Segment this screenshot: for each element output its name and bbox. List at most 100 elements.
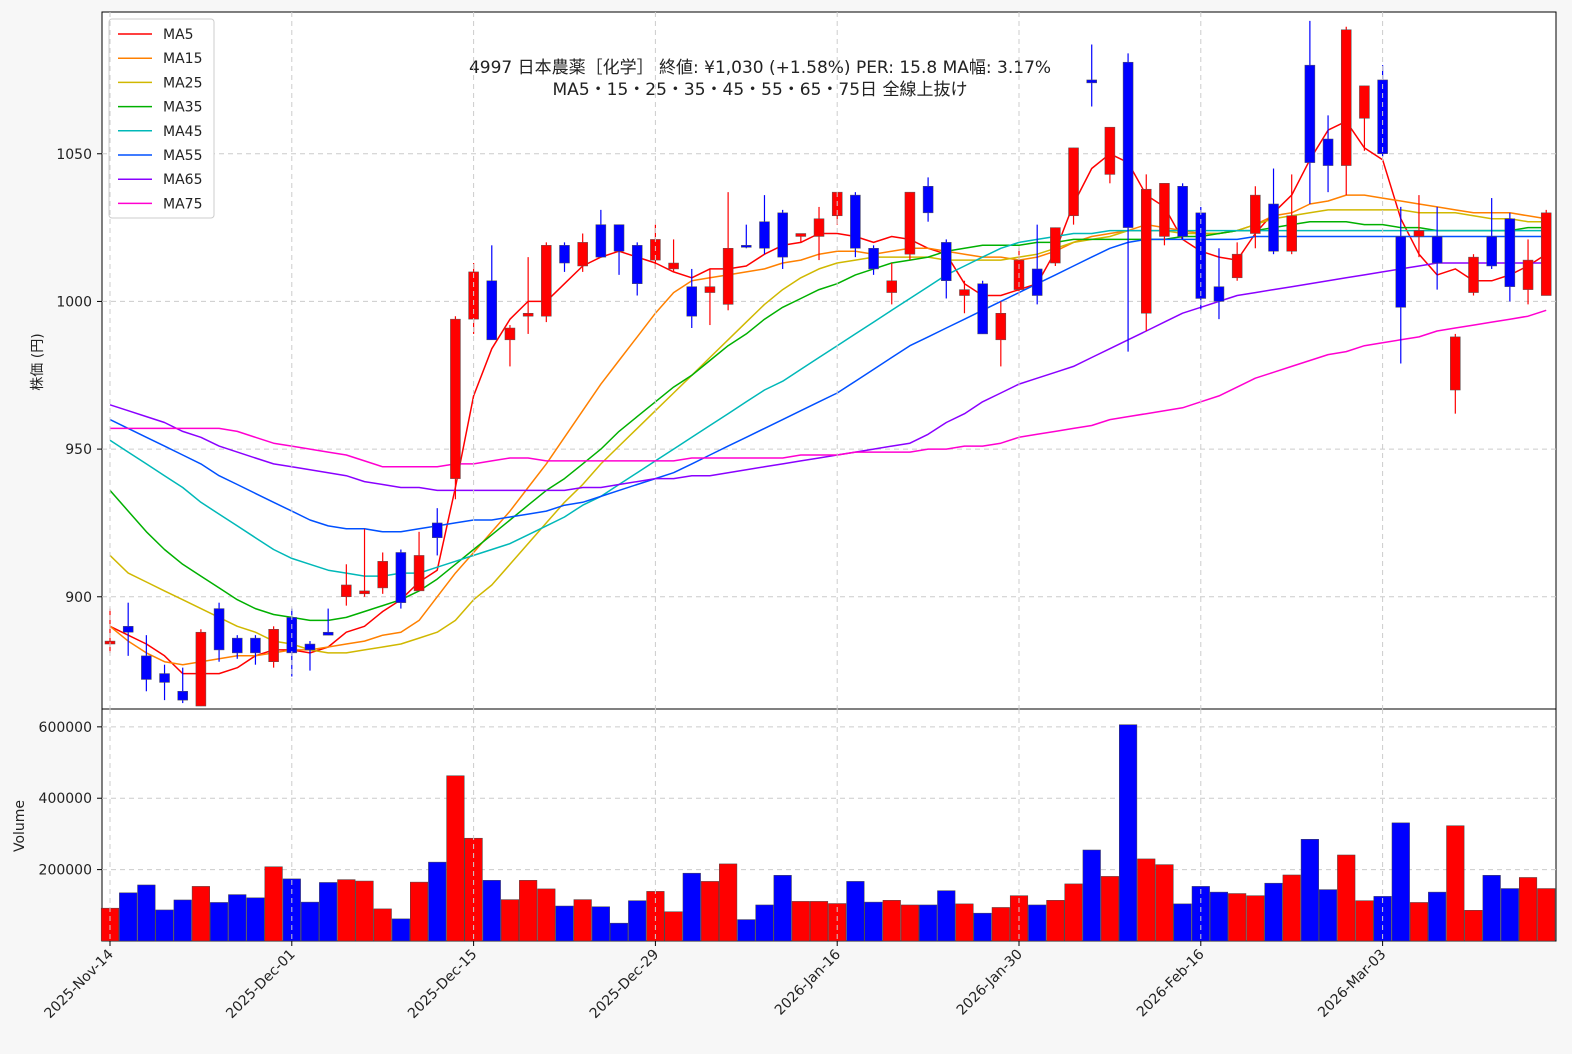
volume-bar: [591, 906, 610, 942]
volume-axis-label: Volume: [12, 800, 28, 852]
candle: [995, 301, 1007, 367]
legend-label: MA25: [163, 75, 202, 91]
candle-body: [268, 629, 279, 662]
volume-bar: [1191, 886, 1210, 942]
candle-body: [922, 186, 934, 214]
volume-bar: [755, 904, 774, 942]
candle-body: [1250, 194, 1261, 234]
candle-body: [504, 327, 516, 341]
volume-bar: [337, 879, 356, 942]
volume-tick-label: 400000: [39, 791, 92, 807]
price-tick-label: 950: [65, 442, 92, 458]
candle-body: [1522, 259, 1534, 290]
candle-body: [1086, 79, 1097, 84]
candle: [1322, 115, 1334, 193]
volume-bar: [1428, 891, 1447, 942]
candle: [268, 626, 279, 668]
volume-bar: [1409, 902, 1429, 942]
volume-bar: [373, 908, 392, 942]
candle-body: [995, 312, 1007, 341]
candle: [486, 245, 498, 341]
price-tick-label: 1000: [56, 294, 92, 310]
candle-body: [886, 280, 897, 293]
volume-bar: [228, 894, 247, 942]
legend-label: MA75: [163, 196, 202, 212]
candle-body: [1450, 336, 1461, 391]
volume-bar: [1482, 875, 1501, 942]
volume-tick-label: 200000: [39, 863, 92, 879]
candle-body: [450, 318, 461, 479]
volume-bar: [1537, 888, 1556, 942]
candle: [1304, 20, 1316, 204]
candle-body: [122, 626, 134, 633]
candle-body: [395, 552, 407, 603]
volume-bar: [955, 903, 974, 942]
candle: [1086, 44, 1097, 107]
legend-label: MA55: [163, 148, 202, 164]
volume-bar: [1355, 900, 1374, 942]
candle-body: [1050, 227, 1061, 264]
ma-line-ma15: [109, 194, 1547, 666]
volume-bar: [519, 880, 538, 942]
legend-box: [108, 18, 215, 219]
candle: [1141, 174, 1152, 331]
volume-bar: [319, 882, 338, 942]
volume-bar: [1246, 895, 1265, 942]
candle: [850, 192, 861, 258]
volume-bar: [1100, 876, 1119, 942]
volume-bar: [1264, 882, 1283, 942]
candle: [1431, 206, 1443, 290]
price-plot-area: [101, 11, 1557, 710]
candle-body: [559, 245, 570, 264]
ma-line-ma25: [109, 209, 1547, 654]
candle: [577, 233, 588, 272]
volume-bar: [210, 902, 229, 942]
volume-bar: [1518, 877, 1538, 942]
candle-body: [304, 643, 316, 651]
volume-bar: [410, 881, 429, 942]
candle-body: [631, 245, 643, 284]
candle-body: [159, 673, 170, 683]
volume-bar: [191, 886, 210, 942]
volume-bar: [773, 875, 792, 942]
candle: [868, 245, 879, 275]
candle-body: [941, 242, 952, 282]
volume-bar: [264, 866, 283, 942]
candle-body: [377, 561, 388, 589]
candle-body: [177, 691, 188, 701]
volume-bars: [100, 724, 1556, 942]
volume-bar: [609, 922, 629, 942]
candle: [922, 177, 934, 222]
candle: [1031, 224, 1043, 305]
candle-body: [668, 262, 679, 270]
volume-bar: [1228, 893, 1247, 942]
candle-body: [595, 224, 607, 258]
price-panel: 900 950 1000 1050 4997 日本農薬［化学］ 終値: ¥1,030 …: [30, 11, 1557, 710]
volume-bar: [809, 901, 829, 942]
candle: [141, 635, 152, 692]
candle: [595, 209, 607, 258]
volume-bar: [1082, 849, 1101, 942]
candle-body: [1504, 218, 1516, 287]
candle-body: [431, 522, 443, 538]
candle-body: [722, 248, 734, 305]
candle: [904, 191, 916, 261]
volume-bar: [573, 899, 592, 942]
candle: [977, 280, 988, 335]
price-tick-label: 1050: [56, 147, 92, 163]
candle: [431, 508, 443, 556]
candle: [1268, 168, 1279, 255]
candle: [122, 602, 134, 656]
candle: [1340, 26, 1352, 196]
candle-body: [1431, 236, 1443, 264]
candle: [213, 602, 225, 662]
candle: [1231, 242, 1243, 281]
candle: [1468, 254, 1479, 296]
ma-line-ma5: [109, 120, 1547, 675]
volume-bar: [1337, 854, 1356, 942]
candle-body: [1340, 29, 1352, 166]
candle: [886, 263, 897, 305]
candle-body: [1104, 126, 1116, 175]
volume-bar: [1300, 839, 1319, 942]
